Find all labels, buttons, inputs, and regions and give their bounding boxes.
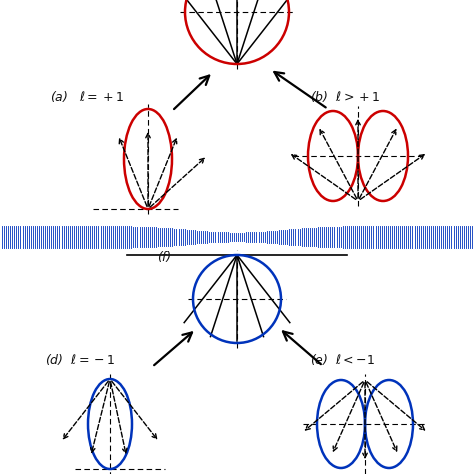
Text: (d)  $\ell = -1$: (d) $\ell = -1$ — [45, 352, 115, 367]
Text: (f): (f) — [157, 251, 171, 264]
Text: (e)  $\ell < -1$: (e) $\ell < -1$ — [310, 352, 375, 367]
Text: (b)  $\ell > +1$: (b) $\ell > +1$ — [310, 89, 380, 104]
Text: (a)   $\ell = +1$: (a) $\ell = +1$ — [50, 89, 124, 104]
